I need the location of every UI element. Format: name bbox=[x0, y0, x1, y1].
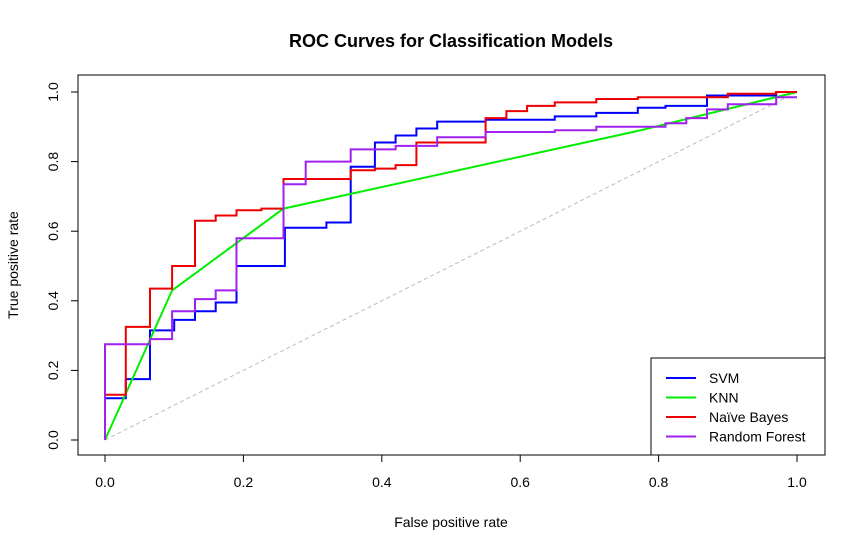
series-line-random-forest bbox=[104, 96, 797, 440]
y-tick-label: 1.0 bbox=[45, 82, 61, 102]
chart-title: ROC Curves for Classification Models bbox=[289, 31, 613, 51]
y-tick-label: 0.2 bbox=[45, 360, 61, 380]
x-axis-label: False positive rate bbox=[394, 514, 508, 530]
legend: SVM KNN Naïve Bayes Random Forest bbox=[650, 357, 826, 456]
series-line-na-ve-bayes bbox=[104, 91, 797, 440]
y-axis: 0.0 0.2 0.4 0.6 0.8 1.0 bbox=[45, 82, 79, 450]
x-tick-label: 0.4 bbox=[372, 474, 392, 490]
y-axis-label: True positive rate bbox=[5, 211, 21, 319]
series-group bbox=[104, 91, 798, 441]
x-tick-label: 1.0 bbox=[787, 474, 807, 490]
y-tick-label: 0.0 bbox=[45, 430, 61, 450]
y-tick-label: 0.4 bbox=[45, 291, 61, 311]
y-tick-label: 0.6 bbox=[45, 221, 61, 241]
x-tick-label: 0.6 bbox=[510, 474, 530, 490]
diagonal-reference-line bbox=[104, 91, 798, 441]
x-tick-label: 0.0 bbox=[95, 474, 115, 490]
legend-label: SVM bbox=[709, 370, 739, 386]
x-tick-label: 0.8 bbox=[649, 474, 669, 490]
legend-box bbox=[650, 357, 826, 456]
legend-label: KNN bbox=[709, 390, 739, 406]
legend-label: Naïve Bayes bbox=[709, 409, 788, 425]
y-tick-label: 0.8 bbox=[45, 152, 61, 172]
x-axis: 0.0 0.2 0.4 0.6 0.8 1.0 bbox=[95, 454, 807, 490]
x-tick-label: 0.2 bbox=[234, 474, 254, 490]
series-line-svm bbox=[104, 91, 797, 440]
legend-label: Random Forest bbox=[709, 429, 806, 445]
